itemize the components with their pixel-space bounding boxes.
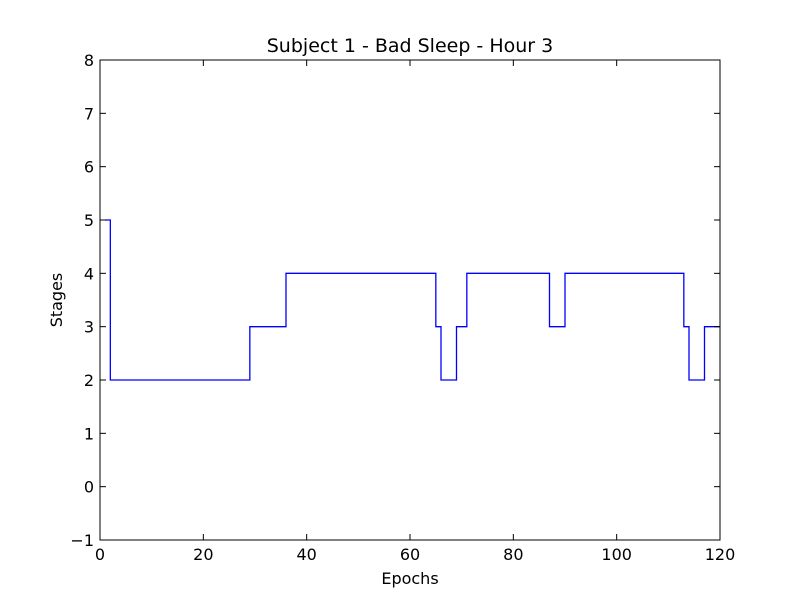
x-axis-label: Epochs xyxy=(381,569,438,588)
y-tick-label: 2 xyxy=(84,371,94,390)
y-tick-label: 5 xyxy=(84,211,94,230)
x-tick-label: 100 xyxy=(601,545,632,564)
x-tick-label: 120 xyxy=(705,545,736,564)
y-tick-label: −1 xyxy=(70,531,94,550)
series-line xyxy=(105,219,720,381)
axes-frame xyxy=(99,59,721,541)
y-tick-label: 1 xyxy=(84,424,94,443)
x-tick-label: 40 xyxy=(296,545,316,564)
chart-title: Subject 1 - Bad Sleep - Hour 3 xyxy=(267,35,553,57)
x-tick-label: 0 xyxy=(95,545,105,564)
y-tick-label: 4 xyxy=(84,264,94,283)
x-tick-label: 20 xyxy=(193,545,213,564)
y-tick-label: 7 xyxy=(84,104,94,123)
x-tick-label: 80 xyxy=(503,545,523,564)
y-tick-label: 6 xyxy=(84,158,94,177)
y-tick-label: 3 xyxy=(84,318,94,337)
x-tick-label: 60 xyxy=(400,545,420,564)
y-tick-label: 8 xyxy=(84,51,94,70)
y-axis-label: Stages xyxy=(47,273,66,328)
y-tick-label: 0 xyxy=(84,478,94,497)
